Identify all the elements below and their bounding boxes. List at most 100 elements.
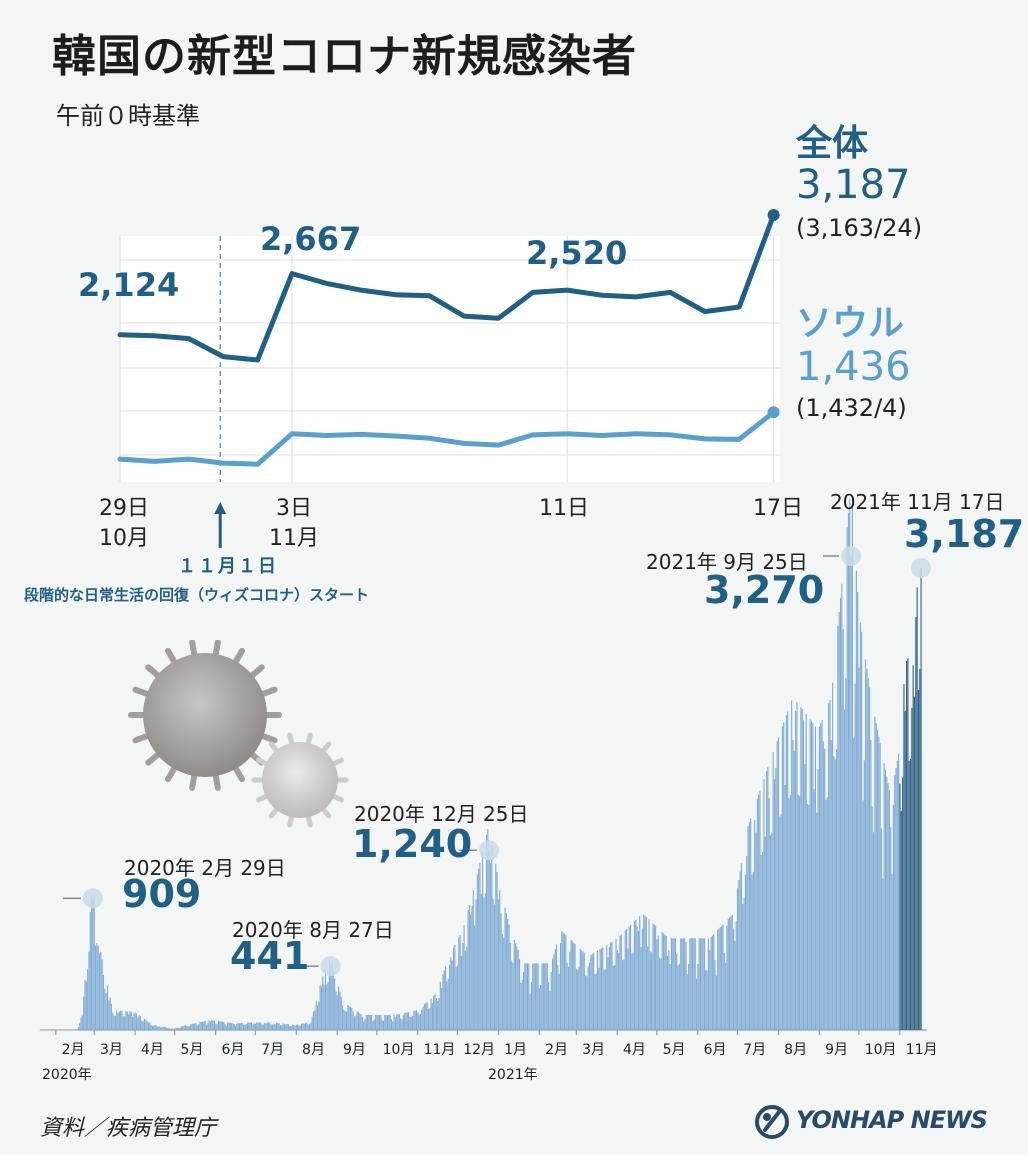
daily-bar bbox=[310, 1022, 312, 1030]
daily-bar bbox=[67, 1029, 69, 1031]
daily-bar bbox=[331, 961, 333, 1030]
daily-bar bbox=[876, 729, 879, 1030]
daily-bar bbox=[678, 963, 680, 1030]
yonhap-logo: YONHAP NEWS bbox=[796, 1106, 988, 1134]
daily-bar bbox=[401, 1019, 403, 1030]
daily-bar bbox=[668, 950, 670, 1030]
daily-bar bbox=[371, 1015, 373, 1030]
daily-bar bbox=[759, 790, 761, 1030]
daily-bar bbox=[58, 1029, 60, 1031]
daily-bar bbox=[747, 826, 749, 1030]
daily-bar bbox=[873, 832, 875, 1030]
daily-bar bbox=[829, 699, 831, 1030]
daily-bar bbox=[799, 796, 801, 1030]
daily-bar bbox=[882, 878, 884, 1030]
series-total-endpoint bbox=[767, 209, 780, 221]
daily-bar bbox=[830, 740, 832, 1030]
daily-bar bbox=[556, 944, 558, 1030]
daily-bar bbox=[628, 926, 630, 1030]
daily-bar bbox=[318, 1001, 320, 1030]
daily-bar bbox=[133, 1014, 135, 1030]
daily-bar bbox=[909, 759, 912, 1030]
month-label: 10月 bbox=[864, 1042, 897, 1058]
daily-bar bbox=[795, 710, 797, 1030]
daily-bar bbox=[60, 1029, 62, 1031]
daily-bar bbox=[435, 998, 437, 1030]
daily-bar bbox=[734, 941, 736, 1030]
daily-bar bbox=[817, 769, 819, 1030]
daily-bar bbox=[610, 942, 612, 1030]
month-label: 11月 bbox=[905, 1042, 938, 1058]
daily-bar bbox=[803, 720, 805, 1030]
daily-bar bbox=[419, 1013, 422, 1030]
daily-bar bbox=[546, 963, 548, 1030]
daily-bar bbox=[71, 1029, 73, 1031]
daily-bar bbox=[102, 974, 105, 1030]
daily-bar bbox=[344, 1010, 346, 1030]
daily-bar bbox=[231, 1022, 233, 1030]
daily-bar bbox=[676, 953, 678, 1030]
daily-bar bbox=[256, 1022, 258, 1030]
daily-bar bbox=[636, 926, 638, 1030]
daily-bar bbox=[907, 658, 909, 1030]
month-label: 4月 bbox=[140, 1042, 164, 1058]
month-label: 5月 bbox=[180, 1042, 204, 1058]
month-label: 1月 bbox=[504, 1042, 528, 1058]
daily-bar bbox=[495, 863, 497, 1030]
daily-bar bbox=[639, 915, 641, 1030]
daily-bar bbox=[98, 953, 101, 1030]
daily-bar bbox=[408, 1012, 410, 1030]
daily-bar bbox=[869, 687, 871, 1030]
daily-bar bbox=[843, 709, 846, 1030]
daily-bar bbox=[680, 938, 682, 1030]
daily-bar bbox=[85, 981, 87, 1030]
daily-bar bbox=[604, 969, 606, 1030]
daily-bar bbox=[511, 960, 513, 1030]
month-label: 4月 bbox=[623, 1042, 646, 1058]
daily-bar bbox=[168, 1028, 171, 1030]
daily-bar bbox=[153, 1025, 155, 1030]
daily-bar bbox=[417, 1012, 419, 1030]
month-label: 3月 bbox=[99, 1042, 123, 1058]
daily-bar bbox=[235, 1025, 237, 1030]
daily-bar bbox=[262, 1024, 264, 1030]
daily-bar bbox=[68, 1029, 70, 1031]
daily-bar bbox=[602, 947, 604, 1030]
daily-bar bbox=[324, 969, 326, 1030]
daily-bar bbox=[652, 923, 654, 1030]
legend-total-value: 3,187 bbox=[796, 162, 911, 208]
daily-bar bbox=[227, 1022, 229, 1030]
daily-bar bbox=[463, 924, 465, 1030]
daily-bar bbox=[92, 898, 94, 1030]
daily-bar bbox=[254, 1023, 256, 1030]
daily-bar bbox=[158, 1025, 160, 1030]
daily-bar bbox=[525, 963, 527, 1030]
daily-bar bbox=[657, 935, 659, 1030]
daily-bar bbox=[293, 1024, 295, 1030]
month-label: 3月 bbox=[582, 1042, 605, 1058]
daily-bar bbox=[919, 668, 921, 1030]
daily-bar bbox=[118, 1011, 120, 1030]
daily-bar bbox=[326, 984, 328, 1030]
month-label: 7月 bbox=[743, 1042, 767, 1058]
daily-bar bbox=[64, 1029, 66, 1031]
daily-bar bbox=[797, 795, 799, 1030]
daily-bar bbox=[614, 965, 616, 1030]
daily-bar bbox=[710, 936, 712, 1030]
daily-bar bbox=[471, 905, 473, 1030]
daily-bar bbox=[245, 1024, 247, 1030]
daily-bar bbox=[176, 1028, 179, 1030]
daily-bar bbox=[377, 1015, 379, 1030]
daily-bar bbox=[48, 1029, 50, 1031]
daily-bar bbox=[415, 1010, 418, 1030]
daily-bar bbox=[898, 753, 900, 1030]
daily-bar bbox=[731, 914, 733, 1030]
daily-bar bbox=[421, 1009, 423, 1030]
daily-bar bbox=[180, 1026, 182, 1030]
daily-bar bbox=[458, 937, 460, 1030]
daily-bar bbox=[820, 723, 822, 1030]
daily-bar bbox=[706, 970, 708, 1030]
daily-bar bbox=[425, 1002, 427, 1030]
daily-bar bbox=[538, 988, 540, 1030]
daily-bar bbox=[192, 1023, 194, 1030]
